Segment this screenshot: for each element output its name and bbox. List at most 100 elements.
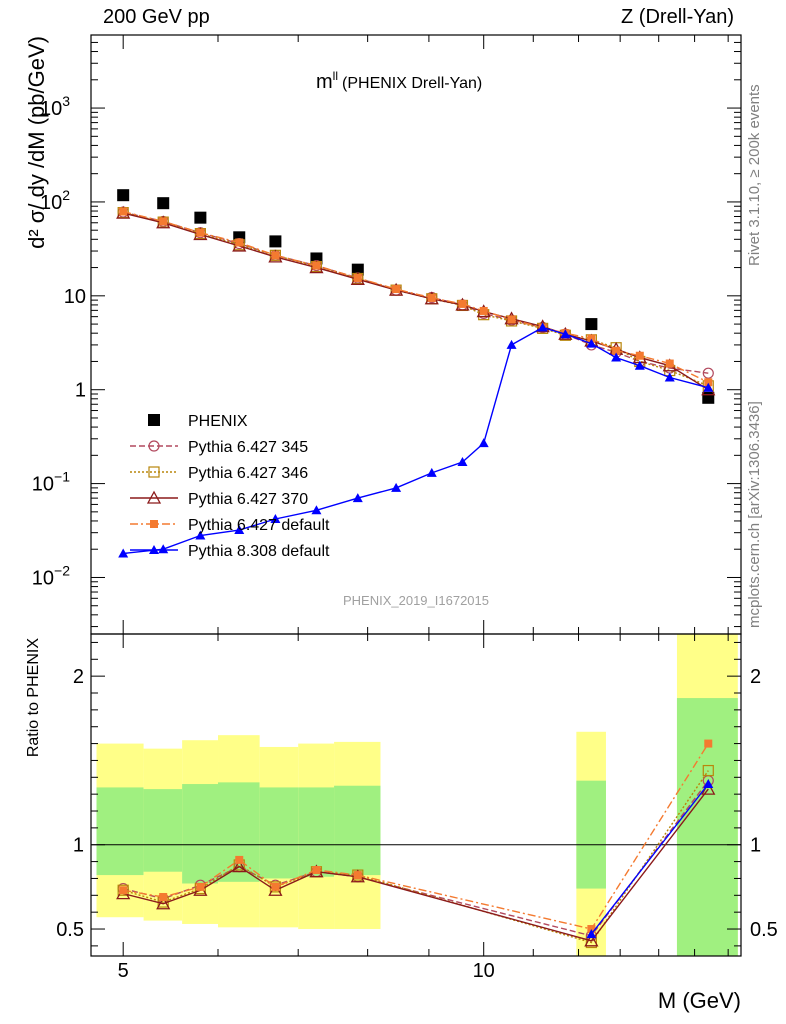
- ratio-ytick-label-right-0: 0.5: [750, 919, 778, 941]
- main-ytick-exp-0: −2: [54, 562, 70, 578]
- main-series-0: [117, 189, 715, 404]
- inner-band-6: [334, 785, 381, 876]
- plot-title: mll (PHENIX Drell-Yan): [316, 69, 482, 93]
- ratio-point-4-0: [586, 929, 597, 939]
- legend-label-2: Pythia 6.427 346: [188, 465, 308, 482]
- legend-label-5: Pythia 8.308 default: [188, 543, 330, 560]
- main-point-5-14: [586, 338, 597, 348]
- main-point-5-8: [426, 467, 437, 477]
- legend-label-3: Pythia 6.427 370: [188, 491, 308, 508]
- ratio-series-group: [116, 739, 716, 949]
- plot-subtitle: (PHENIX Drell-Yan): [342, 75, 482, 92]
- main-point-4-0: [119, 207, 128, 216]
- main-point-4-4: [271, 251, 280, 260]
- x-axis-label: M (GeV): [658, 988, 741, 1013]
- legend-marker-2: [148, 466, 160, 478]
- ratio-y-axis-label: Ratio to PHENIX: [25, 638, 42, 757]
- ratio-series-3: [119, 739, 713, 934]
- main-point-5-16: [634, 360, 645, 370]
- ratio-point-3-2: [196, 882, 205, 891]
- ratio-point-3-6: [353, 871, 362, 880]
- main-point-5-4: [270, 513, 281, 523]
- main-series-5: [118, 322, 714, 558]
- main-point-5-6: [352, 493, 363, 503]
- ratio-point-2-1: [156, 896, 171, 910]
- main-point-4-11: [507, 315, 516, 324]
- main-series-group: [116, 189, 716, 558]
- main-ytick-exp-5: 3: [62, 93, 70, 109]
- xtick-label-1: 10: [473, 960, 495, 982]
- main-point-5-10: [478, 438, 489, 448]
- ratio-point-3-4: [271, 882, 280, 891]
- ratio-point-3-3: [235, 855, 244, 864]
- ratio-series-4: [586, 779, 714, 939]
- header-right: Z (Drell-Yan): [621, 6, 734, 28]
- ratio-point-4-1: [703, 779, 714, 789]
- main-point-0-8: [702, 391, 715, 404]
- main-point-4-8: [427, 293, 436, 302]
- main-ytick-exp-1: −1: [54, 469, 70, 485]
- legend-marker-1: [148, 440, 160, 452]
- main-point-4-2: [196, 228, 205, 237]
- main-point-4-9: [458, 299, 467, 308]
- ratio-ytick-label-right-1: 1: [750, 835, 761, 857]
- main-point-4-10: [479, 306, 488, 315]
- main-point-5-11: [506, 339, 517, 349]
- main-ytick-label-0: 10−2: [32, 562, 70, 589]
- ratio-frame: [90, 633, 742, 957]
- main-point-5-1: [158, 544, 169, 554]
- legend-label-4: Pythia 6.427 default: [188, 517, 330, 534]
- main-ytick-label-2: 1: [75, 380, 86, 402]
- main-ytick-exp-4: 2: [62, 187, 70, 203]
- main-point-5-9: [457, 456, 468, 466]
- axis-ticks: [91, 34, 741, 956]
- main-point-4-15: [612, 346, 621, 355]
- ratio-point-1-8: [702, 764, 714, 777]
- main-point-5-17: [664, 372, 675, 382]
- ratio-point-3-7: [587, 925, 596, 934]
- main-point-4-16: [635, 351, 644, 360]
- main-point-0-4: [269, 235, 282, 248]
- ratio-point-3-8: [704, 739, 713, 748]
- analysis-id-label: PHENIX_2019_I1672015: [343, 593, 489, 608]
- ratio-ytick-label-right-2: 2: [750, 666, 761, 688]
- main-point-4-3: [235, 238, 244, 247]
- main-point-5-18: [703, 382, 714, 392]
- ratio-point-2-3: [232, 859, 247, 873]
- legend-marker-0: [148, 414, 160, 426]
- header-left: 200 GeV pp: [103, 6, 210, 28]
- main-point-5-15: [611, 352, 622, 362]
- legend-marker-3: [146, 490, 162, 504]
- legend-marker-5: [149, 545, 159, 554]
- main-y-axis-label: d² σ/ dy /dM (pb/GeV): [24, 36, 49, 249]
- inner-band-5: [298, 787, 335, 877]
- main-point-5-2: [195, 530, 206, 540]
- main-point-4-7: [392, 285, 401, 294]
- ratio-point-3-5: [312, 866, 321, 875]
- plot-title-superscript: ll: [333, 69, 338, 83]
- main-point-5-12: [537, 322, 548, 332]
- main-point-4-18: [704, 378, 713, 387]
- main-ytick-label-1: 10−1: [32, 469, 70, 496]
- inner-band-7: [576, 780, 606, 889]
- main-point-5-7: [391, 482, 402, 492]
- main-point-0-7: [585, 318, 598, 331]
- main-point-4-5: [312, 261, 321, 270]
- inner-band-4: [259, 787, 299, 879]
- main-point-0-0: [117, 189, 130, 202]
- main-ytick-label-4: 102: [40, 187, 70, 214]
- inner-band-2: [182, 784, 219, 884]
- main-point-4-1: [159, 217, 168, 226]
- ratio-point-3-0: [119, 886, 128, 895]
- ratio-point-3-1: [159, 892, 168, 901]
- legend-label-0: PHENIX: [188, 413, 248, 430]
- main-point-4-6: [353, 273, 362, 282]
- xtick-label-0: 5: [118, 960, 129, 982]
- main-point-0-1: [157, 197, 170, 210]
- ratio-ytick-label-1: 1: [73, 835, 84, 857]
- main-point-5-5: [311, 505, 322, 515]
- main-point-0-6: [351, 263, 364, 276]
- ratio-point-1-0: [117, 884, 129, 896]
- main-point-1-18: [702, 367, 714, 379]
- plot-frames: [90, 34, 742, 957]
